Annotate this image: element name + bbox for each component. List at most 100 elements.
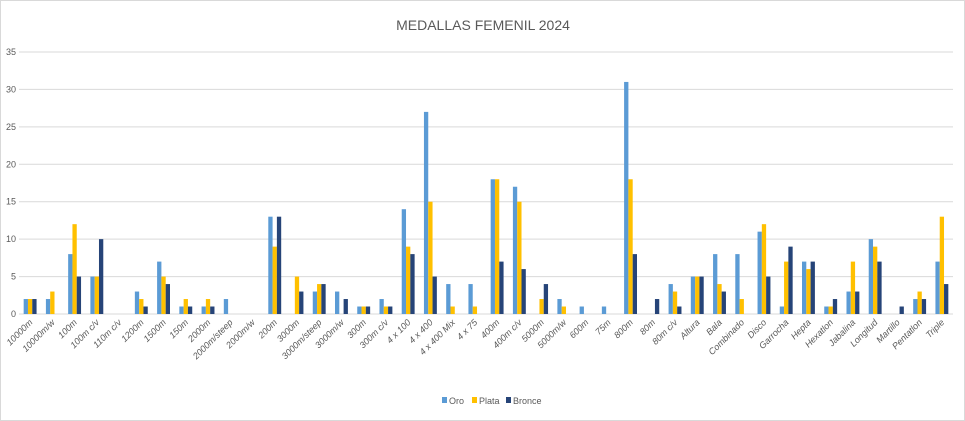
bar-plata	[383, 306, 389, 314]
bar-oro	[90, 276, 95, 314]
bar-oro	[490, 179, 495, 314]
bar-oro	[557, 299, 562, 314]
bar-oro	[846, 291, 851, 314]
bar-plata	[873, 246, 878, 314]
bar-plata	[428, 201, 433, 314]
y-tick-label: 30	[6, 84, 16, 94]
bar-oro	[446, 284, 451, 314]
bar-plata	[139, 299, 144, 314]
grid-layer	[19, 51, 953, 315]
bar-plata	[784, 261, 789, 314]
bar-oro	[512, 186, 518, 314]
bar-plata	[739, 299, 744, 314]
bar-plata	[494, 179, 500, 314]
bar-oro	[468, 284, 473, 314]
legend-swatch-bronce	[506, 397, 511, 403]
x-tick-label: 80m c/v	[650, 317, 680, 347]
bar-bronce	[410, 254, 415, 314]
bar-plata	[272, 246, 277, 314]
y-tick-label: 20	[6, 159, 16, 169]
y-tick-label: 35	[6, 47, 16, 57]
bar-oro	[735, 254, 740, 314]
bar-bronce	[521, 269, 526, 314]
bar-bronce	[699, 276, 704, 314]
bar-bronce	[98, 239, 104, 314]
bar-oro	[802, 261, 807, 314]
bar-plata	[761, 224, 767, 314]
bar-oro	[335, 291, 340, 314]
chart-title: MEDALLAS FEMENIL 2024	[396, 17, 570, 33]
x-tick-label: 1500m	[141, 317, 168, 344]
bar-plata	[806, 269, 811, 314]
bar-oro	[690, 276, 696, 314]
bars	[23, 81, 949, 314]
bar-bronce	[432, 276, 437, 314]
bar-oro	[312, 291, 318, 314]
bar-plata	[539, 299, 544, 314]
bar-bronce	[299, 291, 304, 314]
bar-bronce	[165, 284, 170, 314]
bar-bronce	[143, 306, 148, 314]
bar-oro	[157, 261, 162, 314]
bar-bronce	[187, 306, 193, 314]
bar-plata	[517, 201, 522, 314]
y-tick-label: 5	[11, 272, 16, 282]
bar-bronce	[343, 299, 348, 314]
bar-oro	[579, 306, 584, 314]
x-tick-label: 1200m	[119, 317, 146, 344]
bar-oro	[357, 306, 362, 314]
y-tick-label: 10	[6, 234, 16, 244]
y-tick-label: 15	[6, 197, 16, 207]
y-tick-label: 25	[6, 122, 16, 132]
bar-plata	[917, 291, 922, 314]
bar-bronce	[499, 261, 504, 314]
legend-label-oro: Oro	[449, 396, 464, 406]
bar-bronce	[76, 276, 82, 314]
bar-plata	[406, 246, 411, 314]
y-tick-label: 0	[11, 309, 16, 319]
bar-bronce	[388, 306, 393, 314]
bar-plata	[50, 291, 55, 314]
bar-plata	[672, 291, 678, 314]
bar-bronce	[321, 284, 326, 314]
bar-plata	[294, 276, 300, 314]
bar-plata	[828, 306, 833, 314]
bar-plata	[717, 284, 722, 314]
bar-oro	[913, 299, 918, 314]
bar-plata	[361, 306, 366, 314]
bar-plata	[183, 299, 188, 314]
bar-bronce	[543, 284, 549, 314]
bar-bronce	[877, 261, 882, 314]
bar-oro	[423, 111, 429, 314]
bar-plata	[850, 261, 856, 314]
bar-oro	[45, 299, 51, 314]
bar-bronce	[832, 299, 838, 314]
bar-oro	[134, 291, 140, 314]
legend-swatch-plata	[472, 397, 477, 403]
bar-plata	[94, 276, 99, 314]
bar-plata	[628, 179, 633, 314]
bar-oro	[179, 306, 184, 314]
bar-bronce	[654, 299, 660, 314]
bar-bronce	[810, 261, 815, 314]
bar-bronce	[788, 246, 793, 314]
bar-bronce	[899, 306, 904, 314]
bar-plata	[561, 306, 566, 314]
bar-plata	[205, 299, 211, 314]
bar-bronce	[365, 306, 371, 314]
bar-plata	[450, 306, 455, 314]
legend-swatch-oro	[442, 397, 447, 403]
x-tick-label: 4 x 75	[455, 317, 480, 342]
bar-bronce	[721, 291, 726, 314]
bar-bronce	[276, 216, 282, 314]
bar-oro	[23, 299, 28, 314]
x-tick-label: 75m	[593, 317, 613, 337]
bar-bronce	[921, 299, 927, 314]
bar-bronce	[944, 284, 949, 314]
bar-oro	[779, 306, 785, 314]
bar-oro	[379, 299, 384, 314]
x-tick-label: 600m	[567, 317, 590, 340]
bar-plata	[27, 299, 33, 314]
